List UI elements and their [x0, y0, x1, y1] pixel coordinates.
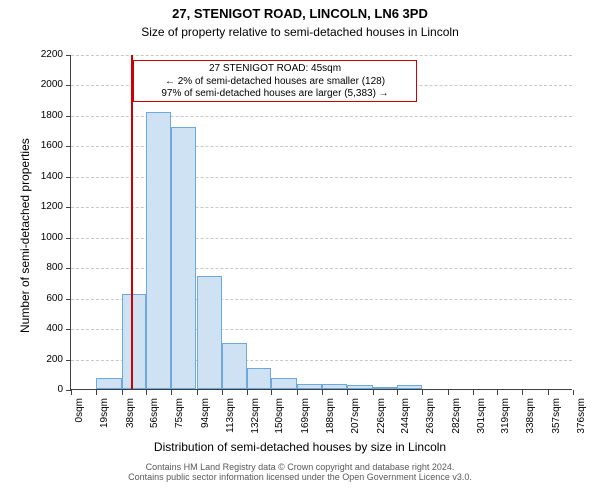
ytick-mark	[66, 85, 71, 86]
xtick-label: 56sqm	[149, 398, 160, 442]
xtick-label: 75sqm	[174, 398, 185, 442]
xtick-label: 38sqm	[125, 398, 136, 442]
xtick-mark	[271, 390, 272, 395]
ytick-mark	[66, 207, 71, 208]
xtick-label: 357sqm	[551, 398, 562, 442]
xtick-mark	[347, 390, 348, 395]
xtick-label: 132sqm	[250, 398, 261, 442]
property-size-line	[131, 55, 133, 389]
xtick-label: 0sqm	[74, 398, 85, 442]
histogram-bar	[197, 276, 222, 389]
xtick-mark	[171, 390, 172, 395]
xtick-mark	[548, 390, 549, 395]
xtick-label: 319sqm	[500, 398, 511, 442]
xtick-mark	[397, 390, 398, 395]
ytick-label: 1800	[23, 110, 63, 121]
xtick-label: 376sqm	[576, 398, 587, 442]
xtick-label: 150sqm	[274, 398, 285, 442]
xtick-label: 263sqm	[425, 398, 436, 442]
xtick-label: 19sqm	[99, 398, 110, 442]
xtick-label: 188sqm	[325, 398, 336, 442]
ytick-mark	[66, 146, 71, 147]
xtick-mark	[473, 390, 474, 395]
xtick-mark	[422, 390, 423, 395]
ytick-label: 1600	[23, 140, 63, 151]
histogram-bar	[122, 294, 146, 389]
xtick-mark	[247, 390, 248, 395]
ytick-label: 2200	[23, 49, 63, 60]
histogram-bar	[96, 378, 121, 389]
chart-title: 27, STENIGOT ROAD, LINCOLN, LN6 3PD	[0, 6, 600, 21]
xtick-mark	[373, 390, 374, 395]
xtick-label: 169sqm	[300, 398, 311, 442]
xtick-mark	[96, 390, 97, 395]
ytick-mark	[66, 360, 71, 361]
xtick-label: 282sqm	[451, 398, 462, 442]
xtick-mark	[122, 390, 123, 395]
ytick-label: 400	[23, 323, 63, 334]
ytick-label: 1200	[23, 201, 63, 212]
ytick-label: 1400	[23, 171, 63, 182]
ytick-label: 800	[23, 262, 63, 273]
annotation-line: 97% of semi-detached houses are larger (…	[138, 88, 412, 101]
ytick-mark	[66, 238, 71, 239]
histogram-bar	[222, 343, 247, 389]
histogram-bar	[297, 384, 322, 389]
xtick-mark	[448, 390, 449, 395]
histogram-bar	[171, 127, 196, 389]
histogram-bar	[247, 368, 271, 389]
xtick-label: 244sqm	[400, 398, 411, 442]
gridline	[71, 55, 572, 56]
annotation-line: ← 2% of semi-detached houses are smaller…	[138, 76, 412, 89]
histogram-bar	[397, 385, 422, 389]
xtick-label: 113sqm	[225, 398, 236, 442]
chart-root: { "header": { "title": "27, STENIGOT ROA…	[0, 0, 600, 500]
xtick-mark	[197, 390, 198, 395]
xtick-mark	[222, 390, 223, 395]
histogram-bar	[373, 387, 397, 389]
xtick-mark	[322, 390, 323, 395]
xtick-mark	[497, 390, 498, 395]
xtick-label: 226sqm	[376, 398, 387, 442]
xtick-mark	[573, 390, 574, 395]
histogram-bar	[146, 112, 171, 389]
ytick-label: 2000	[23, 79, 63, 90]
ytick-label: 600	[23, 293, 63, 304]
ytick-mark	[66, 177, 71, 178]
xtick-mark	[71, 390, 72, 395]
ytick-mark	[66, 329, 71, 330]
xtick-label: 338sqm	[525, 398, 536, 442]
ytick-label: 0	[23, 384, 63, 395]
histogram-bar	[322, 384, 347, 389]
plot-area: 27 STENIGOT ROAD: 45sqm← 2% of semi-deta…	[70, 55, 572, 390]
ytick-label: 1000	[23, 232, 63, 243]
annotation-box: 27 STENIGOT ROAD: 45sqm← 2% of semi-deta…	[133, 60, 417, 102]
ytick-mark	[66, 116, 71, 117]
footer-line-1: Contains HM Land Registry data © Crown c…	[0, 462, 600, 472]
xtick-label: 301sqm	[476, 398, 487, 442]
ytick-mark	[66, 299, 71, 300]
histogram-bar	[347, 385, 372, 389]
footer: Contains HM Land Registry data © Crown c…	[0, 462, 600, 483]
xtick-mark	[297, 390, 298, 395]
x-axis-label: Distribution of semi-detached houses by …	[0, 440, 600, 454]
annotation-line: 27 STENIGOT ROAD: 45sqm	[138, 63, 412, 76]
ytick-mark	[66, 55, 71, 56]
ytick-mark	[66, 268, 71, 269]
xtick-mark	[522, 390, 523, 395]
ytick-label: 200	[23, 354, 63, 365]
xtick-mark	[146, 390, 147, 395]
footer-line-2: Contains public sector information licen…	[0, 472, 600, 482]
histogram-bar	[271, 378, 296, 389]
xtick-label: 94sqm	[200, 398, 211, 442]
chart-subtitle: Size of property relative to semi-detach…	[0, 25, 600, 39]
xtick-label: 207sqm	[350, 398, 361, 442]
